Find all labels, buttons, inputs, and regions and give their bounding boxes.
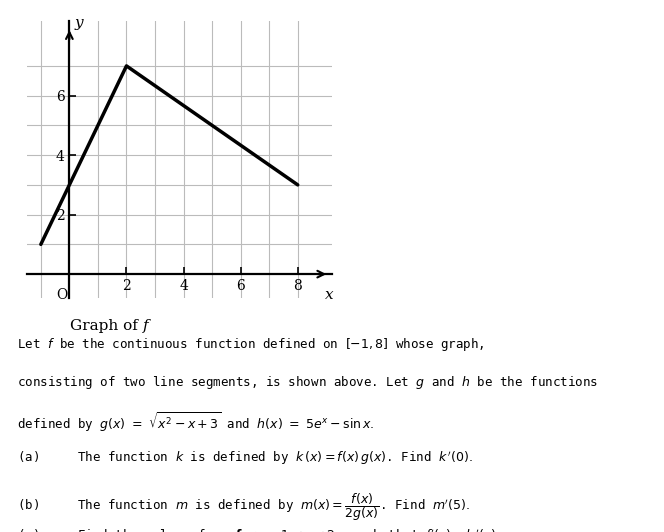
Text: f: f [143,319,148,333]
Text: (b)     The function $m$ is defined by $m(x) = \dfrac{f(x)}{2g(x)}$. Find $m'(5): (b) The function $m$ is defined by $m(x)… [17,492,469,523]
Text: Graph of: Graph of [70,319,143,333]
Text: Let $\mathit{f}$ be the continuous function defined on $[-1,8]$ whose graph,: Let $\mathit{f}$ be the continuous funct… [17,336,484,353]
Text: (c)     Find the value of $x$  $\mathbf{for}$  $-1 < x < 2$  such that $f'(x) = : (c) Find the value of $x$ $\mathbf{for}$… [17,528,500,532]
Text: defined by $g(x)\ =\ \sqrt{x^{2}-x+3}$ and $h(x)\ =\ 5e^{x}-\sin x.$: defined by $g(x)\ =\ \sqrt{x^{2}-x+3}$ a… [17,411,374,435]
Text: consisting of two line segments, is shown above. Let $g$ and $h$ be the function: consisting of two line segments, is show… [17,375,598,392]
Text: (a)     The function $k$ is defined by $k\,(x) = f(x)\,g(x)$. Find $k\,'(0).$: (a) The function $k$ is defined by $k\,(… [17,449,472,467]
Text: O: O [56,288,67,302]
Text: x: x [325,287,333,302]
Text: y: y [74,16,83,30]
